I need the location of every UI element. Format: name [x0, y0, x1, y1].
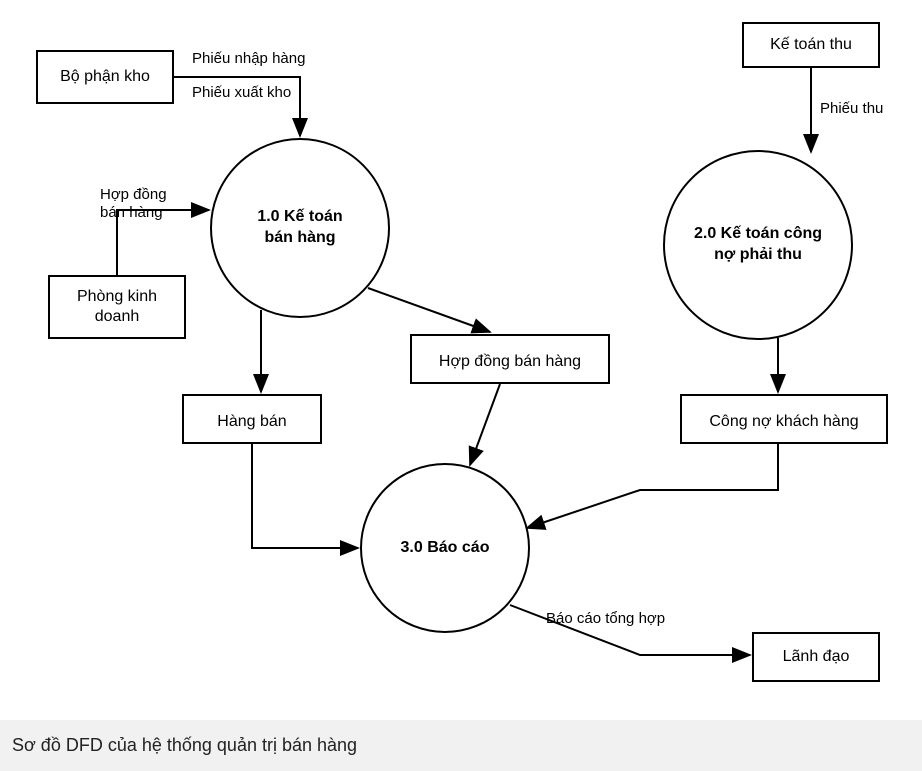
entity-label: Kế toán thu	[770, 35, 852, 55]
entity-label: Lãnh đạo	[783, 647, 850, 667]
canvas: Bộ phận kho Phòng kinh doanh Kế toán thu…	[0, 0, 922, 771]
flow-text: Hợp đồng bán hàng	[100, 186, 167, 221]
entity-phong-kinh-doanh: Phòng kinh doanh	[48, 275, 186, 339]
caption-text: Sơ đồ DFD của hệ thống quản trị bán hàng	[12, 735, 357, 756]
entity-ke-toan-thu: Kế toán thu	[742, 22, 880, 68]
process-label: 1.0 Kế toán bán hàng	[257, 207, 342, 249]
caption-bar: Sơ đồ DFD của hệ thống quản trị bán hàng	[0, 720, 922, 771]
datastore-label: Hàng bán	[217, 413, 286, 431]
flow-label-phieu-xuat-kho: Phiếu xuất kho	[192, 84, 291, 101]
flow-label-hop-dong-ban-hang: Hợp đồng bán hàng	[100, 168, 167, 222]
entity-label: Bộ phận kho	[60, 67, 150, 87]
flow-text: Phiếu nhập hàng	[192, 50, 305, 67]
process-1-ke-toan-ban-hang: 1.0 Kế toán bán hàng	[210, 138, 390, 318]
process-label: 2.0 Kế toán công nợ phải thu	[694, 224, 822, 266]
flow-text: Phiếu thu	[820, 100, 883, 117]
process-label: 3.0 Báo cáo	[401, 538, 490, 559]
entity-bo-phan-kho: Bộ phận kho	[36, 50, 174, 104]
dfd-diagram: Bộ phận kho Phòng kinh doanh Kế toán thu…	[0, 0, 922, 720]
entity-lanh-dao: Lãnh đạo	[752, 632, 880, 682]
entity-label: Phòng kinh doanh	[77, 287, 157, 327]
flow-label-phieu-nhap-hang: Phiếu nhập hàng	[192, 50, 305, 67]
process-3-bao-cao: 3.0 Báo cáo	[360, 463, 530, 633]
datastore-label: Công nợ khách hàng	[709, 413, 858, 431]
flow-label-phieu-thu: Phiếu thu	[820, 100, 883, 117]
flow-text: Báo cáo tổng hợp	[546, 610, 665, 627]
process-2-ke-toan-cong-no: 2.0 Kế toán công nợ phải thu	[663, 150, 853, 340]
flow-label-bao-cao-tong-hop: Báo cáo tổng hợp	[546, 610, 665, 627]
flow-text: Phiếu xuất kho	[192, 84, 291, 101]
datastore-cong-no-khach-hang: Công nợ khách hàng	[680, 400, 888, 444]
datastore-hop-dong-ban-hang: Hợp đồng bán hàng	[410, 340, 610, 384]
datastore-hang-ban: Hàng bán	[182, 400, 322, 444]
datastore-label: Hợp đồng bán hàng	[439, 353, 581, 371]
